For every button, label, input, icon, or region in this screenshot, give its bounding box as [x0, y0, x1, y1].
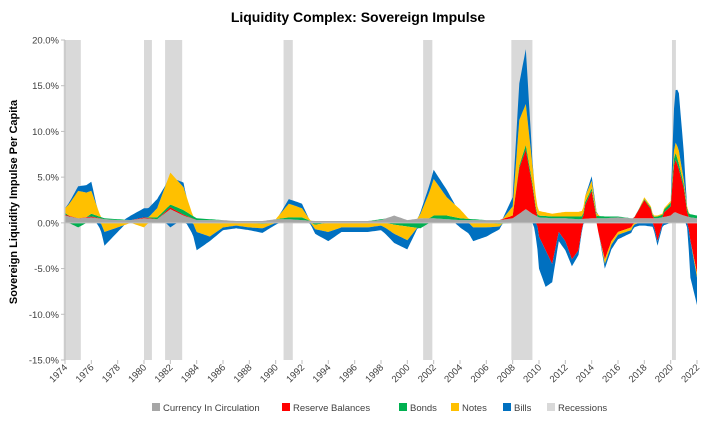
legend-item-notes[interactable]: Notes	[451, 403, 487, 414]
x-tick-label: 1994	[311, 362, 334, 385]
y-tick-label: -10.0%	[29, 310, 60, 321]
x-tick-label: 2014	[574, 362, 597, 385]
x-tick-label: 1982	[153, 362, 176, 385]
legend-item-currency-in-circulation[interactable]: Currency In Circulation	[152, 403, 260, 414]
recession-band-2	[144, 40, 152, 360]
x-tick-label: 1990	[258, 362, 281, 385]
y-axis-label: Sovereign Liquidity Impulse Per Capita	[8, 99, 20, 304]
legend-swatch-reserve-balances	[282, 403, 290, 411]
y-tick-label: 15.0%	[32, 81, 59, 92]
y-tick-label: 0.0%	[37, 218, 59, 229]
legend-swatch-notes	[451, 403, 459, 411]
x-tick-label: 2008	[495, 362, 518, 385]
x-tick-label: 1984	[179, 362, 202, 385]
legend-label-currency-in-circulation: Currency In Circulation	[163, 403, 260, 414]
legend-swatch-recessions	[547, 403, 555, 411]
x-tick-label: 1976	[74, 362, 97, 385]
x-tick-label: 2006	[469, 362, 492, 385]
axes: 20.0% 15.0% 10.0% 5.0% 0.0% -5.0% -10.0% -15.0%…	[29, 36, 702, 386]
legend-label-recessions: Recessions	[558, 403, 607, 414]
legend-label-notes: Notes	[462, 403, 487, 414]
x-tick-label: 2012	[548, 362, 571, 385]
legend-swatch-bonds	[399, 403, 407, 411]
y-tick-label: 5.0%	[37, 173, 59, 184]
recession-band-4	[283, 40, 293, 360]
series-areas	[65, 49, 697, 306]
x-tick-label: 1978	[100, 362, 123, 385]
legend-swatch-bills	[503, 403, 511, 411]
legend: Currency In Circulation Reserve Balances B…	[152, 403, 607, 414]
x-tick-label: 2004	[442, 362, 465, 385]
legend-item-recessions[interactable]: Recessions	[547, 403, 607, 414]
legend-item-bonds[interactable]: Bonds	[399, 403, 437, 414]
chart-title: Liquidity Complex: Sovereign Impulse	[231, 9, 486, 25]
x-tick-label: 2022	[679, 362, 702, 385]
y-tick-label: 20.0%	[32, 36, 59, 47]
legend-item-reserve-balances[interactable]: Reserve Balances	[282, 403, 370, 414]
x-tick-label: 2000	[390, 362, 413, 385]
x-tick-label: 1986	[205, 362, 228, 385]
y-tick-label: 10.0%	[32, 127, 59, 138]
y-tick-label: -15.0%	[29, 356, 60, 367]
x-tick-label: 1992	[284, 362, 307, 385]
x-tick-label: 2018	[627, 362, 650, 385]
x-tick-label: 1996	[337, 362, 360, 385]
legend-label-reserve-balances: Reserve Balances	[293, 403, 370, 414]
x-tick-label: 2016	[600, 362, 623, 385]
x-tick-label: 2002	[416, 362, 439, 385]
legend-label-bonds: Bonds	[410, 403, 437, 414]
x-tick-label: 1998	[363, 362, 386, 385]
x-tick-label: 2010	[521, 362, 544, 385]
series-area-bills	[65, 49, 697, 306]
recession-bands	[63, 40, 676, 360]
y-tick-label: -5.0%	[34, 264, 59, 275]
x-tick-label: 1980	[126, 362, 149, 385]
legend-swatch-currency-in-circulation	[152, 403, 160, 411]
x-tick-label: 1988	[232, 362, 255, 385]
legend-label-bills: Bills	[514, 403, 532, 414]
legend-item-bills[interactable]: Bills	[503, 403, 532, 414]
series-area-currency-in-circulation	[65, 209, 697, 223]
x-tick-label: 2020	[653, 362, 676, 385]
